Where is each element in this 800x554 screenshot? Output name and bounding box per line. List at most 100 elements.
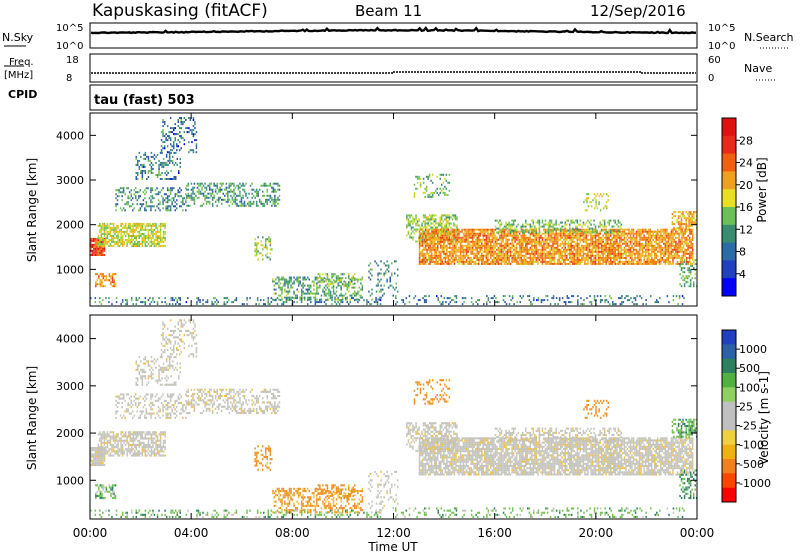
power-cell: [453, 258, 456, 261]
power-cell: [462, 252, 465, 255]
power-cell: [180, 201, 182, 204]
power-cell: [497, 227, 500, 230]
power-cell: [214, 297, 216, 300]
power-cell: [165, 303, 168, 306]
power-cell: [470, 262, 472, 265]
power-cell: [288, 278, 291, 281]
power-cell: [517, 262, 519, 265]
power-cell: [596, 246, 598, 249]
power-cell: [534, 246, 536, 249]
power-cell: [553, 262, 556, 265]
power-cell: [173, 151, 175, 154]
power-cell: [437, 230, 439, 233]
power-cell: [690, 254, 692, 257]
power-cell: [540, 250, 542, 253]
power-cell: [643, 228, 645, 231]
power-cell: [151, 189, 154, 192]
power-cell: [165, 193, 167, 196]
power-cell: [257, 190, 259, 193]
power-cell: [409, 222, 411, 225]
power-cell: [147, 239, 150, 241]
power-cell: [102, 237, 104, 239]
power-cell: [442, 220, 445, 223]
power-cell: [338, 277, 341, 280]
power-cell: [544, 223, 547, 226]
power-cell: [467, 230, 469, 233]
power-cell: [505, 223, 507, 226]
power-cell: [599, 246, 601, 249]
power-cell: [623, 230, 626, 233]
power-cell: [264, 303, 266, 306]
power-cell: [555, 236, 557, 239]
power-cell: [676, 232, 679, 235]
power-cell: [94, 245, 97, 248]
power-cell: [435, 232, 437, 235]
power-cell: [688, 230, 691, 233]
power-cell: [651, 250, 653, 253]
power-cell: [263, 184, 265, 187]
power-cell: [506, 230, 509, 233]
power-cell: [459, 254, 462, 257]
power-cell: [145, 203, 148, 206]
power-cell: [316, 282, 318, 285]
power-cell: [150, 230, 153, 233]
power-cell: [597, 240, 600, 243]
power-cell: [644, 250, 647, 253]
power-cell: [329, 297, 332, 300]
power-cell: [578, 258, 580, 261]
power-cell: [454, 216, 457, 219]
power-cell: [115, 203, 117, 206]
power-cell: [485, 236, 488, 239]
power-cell: [115, 297, 118, 300]
power-cell: [664, 234, 667, 237]
power-cell: [514, 229, 516, 232]
power-cell: [427, 234, 430, 237]
power-cell: [473, 242, 475, 245]
power-cell: [432, 234, 434, 237]
power-cell: [358, 278, 361, 281]
power-cell: [651, 246, 653, 249]
power-cell: [494, 262, 497, 265]
power-cell: [555, 232, 557, 235]
power-cell: [446, 248, 448, 251]
power-cell: [685, 228, 688, 231]
power-cell: [518, 232, 521, 235]
power-cell: [506, 238, 509, 241]
power-cell: [543, 242, 545, 245]
power-cell: [629, 240, 632, 243]
power-cell: [628, 228, 630, 231]
power-cell: [168, 131, 170, 134]
power-cell: [272, 278, 274, 281]
power-cell: [673, 244, 676, 247]
power-cell: [407, 218, 410, 221]
power-cell: [433, 220, 435, 223]
power-cell: [218, 198, 220, 201]
power-cell: [655, 246, 657, 249]
power-cell: [453, 244, 456, 247]
power-cell: [102, 239, 104, 241]
power-cell: [593, 254, 595, 257]
power-cell: [187, 192, 190, 195]
power-cell: [130, 189, 132, 192]
power-cell: [553, 234, 556, 237]
power-cell: [552, 236, 554, 239]
power-cell: [121, 235, 124, 237]
power-cell: [474, 228, 477, 231]
power-cell: [515, 225, 518, 228]
power-cell: [511, 254, 513, 257]
power-cell: [660, 250, 662, 253]
power-cell: [600, 258, 603, 261]
power-cell: [540, 254, 542, 257]
power-cell: [114, 241, 116, 243]
power-cell: [278, 286, 280, 289]
power-cell: [162, 197, 164, 200]
power-cell: [108, 230, 110, 233]
power-cell: [449, 244, 451, 247]
power-cell: [538, 225, 541, 228]
power-cell: [481, 246, 483, 249]
nave-tick-top: 60: [708, 55, 721, 66]
power-cell: [567, 244, 569, 247]
power-cell: [563, 260, 565, 263]
power-cell: [494, 250, 497, 253]
power-cell: [237, 184, 240, 187]
